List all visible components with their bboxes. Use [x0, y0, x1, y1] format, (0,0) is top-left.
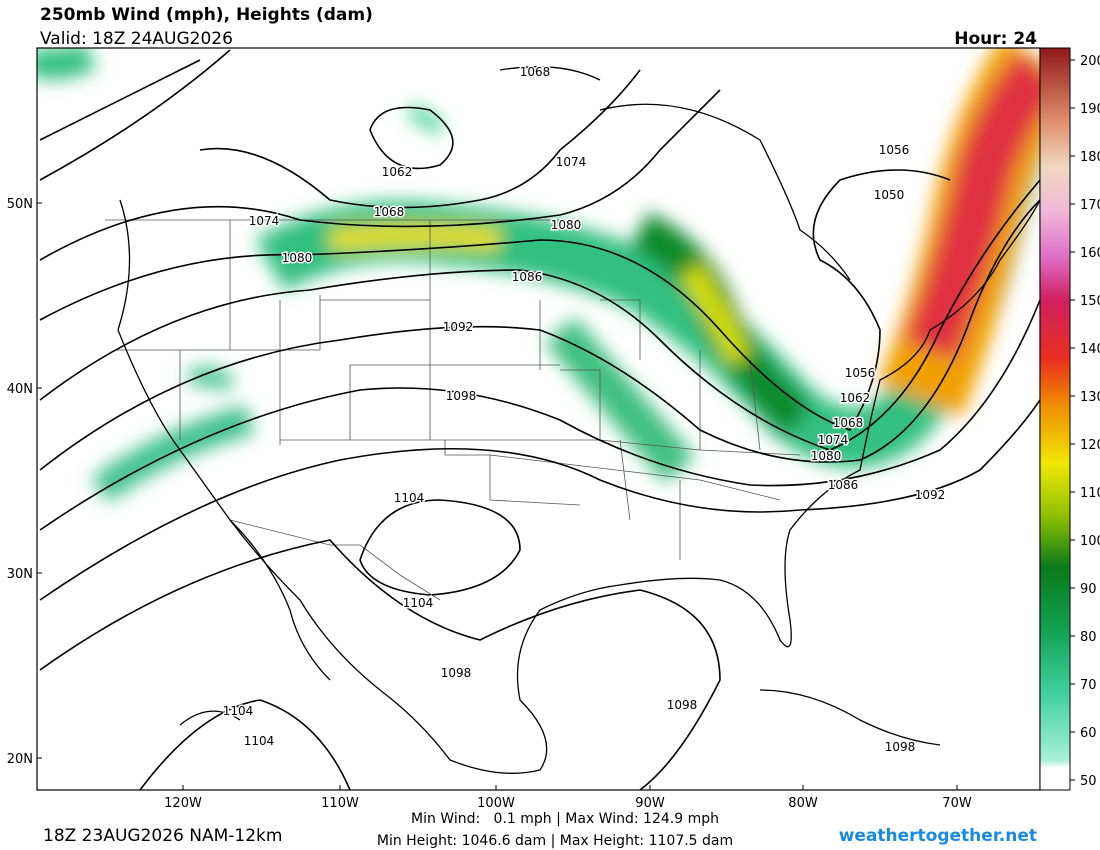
colorbar-label: 140	[1080, 342, 1100, 357]
contour-label: 1056	[845, 366, 876, 380]
colorbar-label: 50	[1080, 774, 1097, 789]
valid-time: Valid: 18Z 24AUG2026	[40, 29, 233, 49]
contour-label: 1104	[223, 704, 254, 718]
colorbar-label: 70	[1080, 678, 1097, 693]
contour-label: 1062	[382, 165, 413, 179]
map-title: 250mb Wind (mph), Heights (dam)	[40, 5, 373, 25]
colorbar-labels: 200 190 180 170 160 150 140 130 120 110 100 90 80 70 6…	[1070, 54, 1100, 789]
colorbar-label: 60	[1080, 726, 1097, 741]
coastlines	[117, 66, 1040, 774]
model-run: 18Z 23AUG2026 NAM-12km	[43, 826, 282, 846]
contour-label: 1056	[879, 143, 910, 157]
contour-label: 1098	[441, 666, 472, 680]
colorbar-label: 80	[1080, 630, 1097, 645]
longitude-label: 80W	[788, 796, 818, 811]
latitude-label: 40N	[7, 382, 33, 397]
contour-labels: 1068 1062 1074 1068 1074 1080 1056 1050 1080 1086…	[221, 64, 947, 756]
colorbar-label: 120	[1080, 438, 1100, 453]
contour-label: 1104	[244, 734, 275, 748]
contour-label: 1098	[885, 740, 916, 754]
contour-label: 1062	[840, 391, 871, 405]
colorbar-label: 180	[1080, 150, 1100, 165]
forecast-hour: Hour: 24	[954, 29, 1037, 49]
contour-label: 1092	[443, 320, 474, 334]
source-link: weathertogether.net	[839, 826, 1037, 846]
contour-label: 1068	[833, 416, 864, 430]
contour-label: 1080	[811, 449, 842, 463]
contour-label: 1080	[551, 218, 582, 232]
borders	[105, 219, 801, 601]
contour-label: 1068	[374, 205, 405, 219]
latitude-label: 20N	[7, 752, 33, 767]
colorbar-label: 100	[1080, 534, 1100, 549]
contour-label: 1092	[915, 488, 946, 502]
contour-label: 1074	[249, 214, 280, 228]
contour-label: 1104	[394, 491, 425, 505]
contour-label: 1098	[446, 389, 477, 403]
contour-label: 1068	[520, 65, 551, 79]
contour-label: 1086	[512, 270, 543, 284]
longitude-label: 70W	[942, 796, 972, 811]
contour-label: 1050	[874, 188, 905, 202]
colorbar-label: 200	[1080, 54, 1100, 69]
colorbar-label: 190	[1080, 102, 1100, 117]
map-area: 1068 1062 1074 1068 1074 1080 1056 1050 1080 1086…	[37, 48, 1040, 790]
contour-label: 1098	[667, 698, 698, 712]
latitude-label: 30N	[7, 567, 33, 582]
colorbar-label: 160	[1080, 246, 1100, 261]
wind-shading	[37, 48, 1040, 503]
colorbar-label: 130	[1080, 390, 1100, 405]
longitude-label: 110W	[321, 796, 359, 811]
colorbar	[1039, 47, 1071, 791]
axis-labels: 50N 40N 30N 20N 120W 110W 100W 90W 80W 70W	[7, 197, 972, 811]
colorbar-label: 110	[1080, 486, 1100, 501]
longitude-label: 90W	[635, 796, 665, 811]
colorbar-label: 90	[1080, 582, 1097, 597]
contour-label: 1086	[828, 478, 859, 492]
longitude-label: 100W	[477, 796, 515, 811]
latitude-label: 50N	[7, 197, 33, 212]
longitude-label: 120W	[164, 796, 202, 811]
contour-label: 1104	[403, 596, 434, 610]
contour-label: 1074	[556, 155, 587, 169]
colorbar-label: 150	[1080, 294, 1100, 309]
height-stats: Min Height: 1046.6 dam | Max Height: 110…	[377, 833, 733, 849]
contour-label: 1074	[818, 433, 849, 447]
contour-label: 1080	[282, 251, 313, 265]
colorbar-label: 170	[1080, 198, 1100, 213]
wind-stats: Min Wind: 0.1 mph | Max Wind: 124.9 mph	[411, 811, 719, 827]
height-contours	[39, 49, 1040, 790]
